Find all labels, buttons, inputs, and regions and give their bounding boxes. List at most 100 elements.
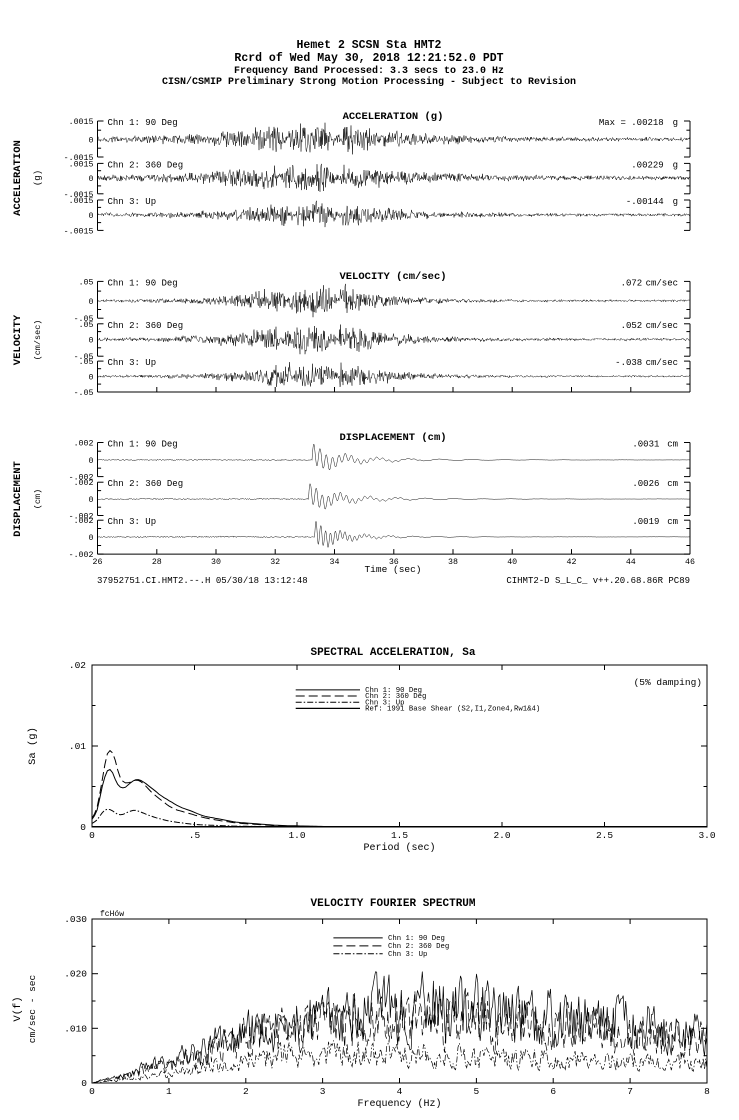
svg-text:CISN/CSMIP Preliminary Strong: CISN/CSMIP Preliminary Strong Motion Pro… <box>162 76 576 88</box>
svg-text:Chn 2: 360 Deg: Chn 2: 360 Deg <box>388 943 449 951</box>
svg-text:34: 34 <box>330 558 340 567</box>
svg-text:VELOCITY: VELOCITY <box>12 314 24 365</box>
svg-text:0: 0 <box>89 830 95 841</box>
svg-text:.0015: .0015 <box>69 118 94 127</box>
svg-text:-.00144: -.00144 <box>626 197 664 207</box>
svg-text:0: 0 <box>89 212 94 221</box>
svg-text:37952751.CI.HMT2.--.H 05/30/18: 37952751.CI.HMT2.--.H 05/30/18 13:12:48 <box>97 576 308 586</box>
svg-text:Chn 1: 90 Deg: Chn 1: 90 Deg <box>388 935 445 943</box>
svg-text:Max = .00218: Max = .00218 <box>599 118 664 128</box>
svg-text:0: 0 <box>89 136 94 145</box>
svg-text:0: 0 <box>80 822 86 833</box>
svg-text:0: 0 <box>89 336 94 345</box>
svg-text:(g): (g) <box>33 170 43 186</box>
svg-text:cm/sec: cm/sec <box>646 321 678 331</box>
svg-text:1.0: 1.0 <box>288 830 305 841</box>
svg-text:.0026: .0026 <box>632 479 659 489</box>
svg-text:8: 8 <box>704 1086 710 1097</box>
svg-text:30: 30 <box>211 558 221 567</box>
svg-text:DISPLACEMENT (cm): DISPLACEMENT (cm) <box>339 432 446 444</box>
svg-text:.01: .01 <box>69 741 86 752</box>
svg-text:26: 26 <box>93 558 103 567</box>
svg-text:4: 4 <box>397 1086 403 1097</box>
svg-text:cm: cm <box>667 440 678 450</box>
svg-text:.05: .05 <box>79 321 94 330</box>
svg-text:0: 0 <box>89 496 94 505</box>
svg-text:2: 2 <box>243 1086 249 1097</box>
svg-text:5: 5 <box>474 1086 480 1097</box>
svg-text:6: 6 <box>550 1086 556 1097</box>
svg-text:38: 38 <box>448 558 458 567</box>
svg-text:Chn 3: Up: Chn 3: Up <box>388 951 427 959</box>
svg-text:.002: .002 <box>74 479 94 488</box>
svg-text:Period (sec): Period (sec) <box>363 842 435 854</box>
svg-text:Rcrd of Wed May 30, 2018 12:21: Rcrd of Wed May 30, 2018 12:21:52.0 PDT <box>234 52 503 65</box>
svg-text:.072: .072 <box>621 278 643 288</box>
svg-text:VELOCITY FOURIER SPECTRUM: VELOCITY FOURIER SPECTRUM <box>310 898 475 910</box>
svg-text:.020: .020 <box>64 969 87 980</box>
svg-text:Chn 2: 360 Deg: Chn 2: 360 Deg <box>108 160 184 170</box>
svg-text:Chn 3: Up: Chn 3: Up <box>108 517 157 527</box>
svg-text:ACCELERATION: ACCELERATION <box>12 140 24 216</box>
svg-text:g: g <box>673 197 678 207</box>
svg-text:VELOCITY (cm/sec): VELOCITY (cm/sec) <box>339 271 446 283</box>
svg-text:V(f): V(f) <box>12 996 24 1021</box>
svg-text:3: 3 <box>320 1086 326 1097</box>
svg-text:Frequency (Hz): Frequency (Hz) <box>357 1098 441 1110</box>
svg-text:Chn 1: 90 Deg: Chn 1: 90 Deg <box>108 278 178 288</box>
svg-text:.0031: .0031 <box>632 440 659 450</box>
svg-text:-.038: -.038 <box>615 358 642 368</box>
svg-text:.0015: .0015 <box>69 197 94 206</box>
svg-text:(cm/sec): (cm/sec) <box>33 320 43 361</box>
svg-text:Hemet 2 SCSN Sta HMT2: Hemet 2 SCSN Sta HMT2 <box>297 39 442 52</box>
svg-text:.05: .05 <box>79 278 94 287</box>
svg-text:2.0: 2.0 <box>493 830 510 841</box>
svg-text:Chn 1: 90 Deg: Chn 1: 90 Deg <box>108 440 178 450</box>
svg-text:.0019: .0019 <box>632 517 659 527</box>
svg-text:-.002: -.002 <box>69 551 94 560</box>
svg-text:.05: .05 <box>79 358 94 367</box>
svg-text:0: 0 <box>89 534 94 543</box>
svg-text:1: 1 <box>166 1086 172 1097</box>
svg-text:fcHów: fcHów <box>100 910 124 919</box>
svg-text:.02: .02 <box>69 660 86 671</box>
svg-text:0: 0 <box>89 175 94 184</box>
svg-text:.030: .030 <box>64 914 87 925</box>
svg-text:.00229: .00229 <box>631 160 663 170</box>
svg-text:Chn 2: 360 Deg: Chn 2: 360 Deg <box>108 479 184 489</box>
svg-text:Chn 3: Up: Chn 3: Up <box>108 197 157 207</box>
svg-text:0: 0 <box>81 1078 87 1089</box>
svg-text:ACCELERATION (g): ACCELERATION (g) <box>343 111 444 123</box>
svg-text:1.5: 1.5 <box>391 830 408 841</box>
svg-text:0: 0 <box>89 298 94 307</box>
svg-text:0: 0 <box>89 457 94 466</box>
svg-text:-.0015: -.0015 <box>64 227 94 236</box>
svg-text:46: 46 <box>685 558 695 567</box>
svg-text:.002: .002 <box>74 517 94 526</box>
svg-text:2.5: 2.5 <box>596 830 613 841</box>
svg-text:.052: .052 <box>621 321 643 331</box>
svg-text:Chn 3: Up: Chn 3: Up <box>108 358 157 368</box>
svg-text:0: 0 <box>89 1086 95 1097</box>
svg-text:-.05: -.05 <box>74 389 94 398</box>
svg-text:Frequency Band Processed: 3.3: Frequency Band Processed: 3.3 secs to 23… <box>234 65 504 77</box>
svg-text:g: g <box>673 160 678 170</box>
svg-text:.5: .5 <box>189 830 201 841</box>
svg-text:(5% damping): (5% damping) <box>634 677 702 688</box>
svg-text:0: 0 <box>89 373 94 382</box>
svg-text:3.0: 3.0 <box>698 830 715 841</box>
svg-text:32: 32 <box>270 558 280 567</box>
svg-text:Chn 1: 90 Deg: Chn 1: 90 Deg <box>108 118 178 128</box>
svg-text:cm/sec: cm/sec <box>646 278 678 288</box>
svg-text:.002: .002 <box>74 440 94 449</box>
svg-text:40: 40 <box>507 558 517 567</box>
svg-text:g: g <box>673 118 678 128</box>
svg-text:Chn 2: 360 Deg: Chn 2: 360 Deg <box>108 321 184 331</box>
svg-text:28: 28 <box>152 558 162 567</box>
svg-text:cm/sec - sec: cm/sec - sec <box>27 975 38 1044</box>
svg-text:SPECTRAL ACCELERATION, Sa: SPECTRAL ACCELERATION, Sa <box>310 647 475 659</box>
svg-text:.0015: .0015 <box>69 160 94 169</box>
svg-text:Ref: 1991 Base Shear (S2,I1,Zo: Ref: 1991 Base Shear (S2,I1,Zone4,Rw1&4) <box>365 706 540 714</box>
svg-text:Sa (g): Sa (g) <box>27 727 39 765</box>
svg-text:.010: .010 <box>64 1023 87 1034</box>
